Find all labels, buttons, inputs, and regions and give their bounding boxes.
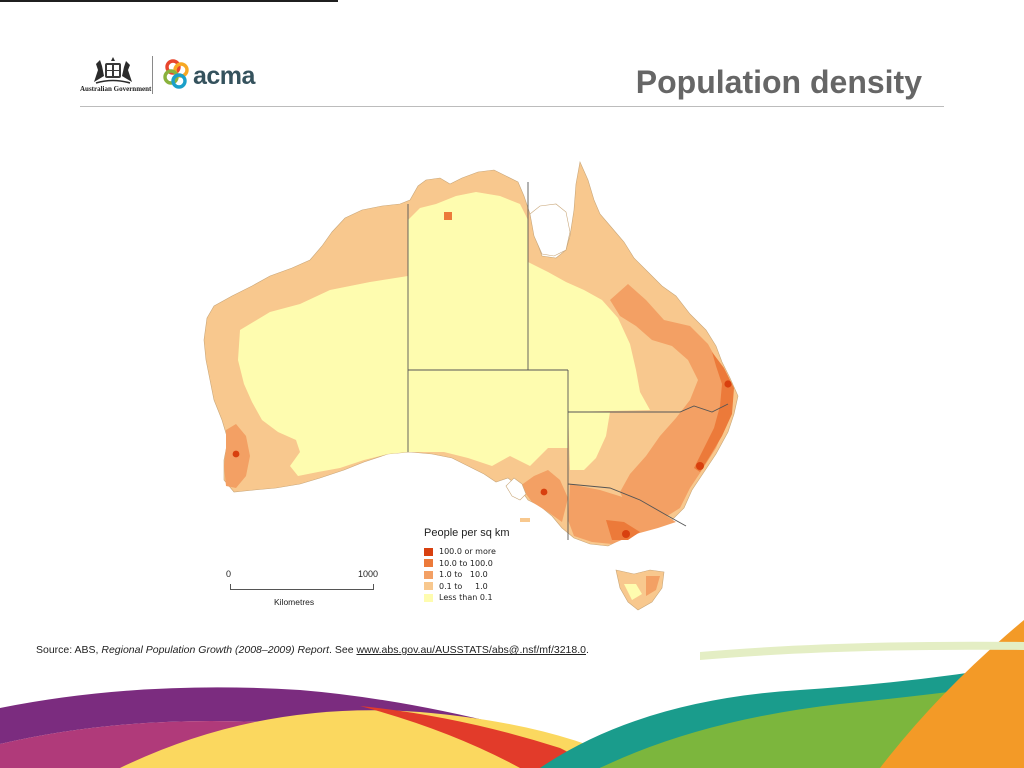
sparse-region-southeast	[568, 412, 610, 470]
city-melbourne	[622, 530, 630, 538]
scale-end-label: 1000	[357, 569, 378, 579]
top-border-line	[0, 0, 338, 2]
source-see: . See	[329, 644, 357, 656]
scale-start-label: 0	[226, 569, 232, 579]
sparse-region-west	[238, 276, 408, 476]
sparse-region-centre	[408, 370, 568, 466]
city-adelaide	[540, 488, 548, 496]
legend-label: 100.0 or more	[439, 547, 496, 557]
city-perth	[232, 450, 240, 458]
legend-swatch	[424, 547, 433, 556]
legend-swatch	[424, 582, 433, 591]
acma-rings-icon	[163, 59, 189, 89]
coat-of-arms-icon	[94, 57, 132, 84]
moderate-density-south-australia	[520, 470, 568, 522]
city-brisbane	[724, 380, 732, 388]
spencer-gulf	[505, 477, 527, 501]
source-suffix: .	[585, 644, 589, 656]
city-darwin	[444, 212, 452, 220]
sparse-region-north	[408, 192, 528, 370]
legend-item: 1.0 to 10.0	[424, 569, 554, 581]
australian-government-logo: Australian Government	[80, 56, 152, 96]
high-density-melbourne	[606, 520, 640, 540]
gulf-of-carpentaria	[529, 203, 571, 257]
ribbon-light-green	[700, 641, 1024, 660]
legend-swatch	[424, 593, 433, 602]
legend-item: 100.0 or more	[424, 546, 554, 558]
sparse-region-east	[528, 262, 650, 412]
legend-label: 10.0 to 100.0	[439, 558, 493, 568]
legend-item: Less than 0.1	[424, 592, 554, 604]
map-legend: People per sq km 100.0 or more 10.0 to 1…	[424, 527, 554, 604]
legend-label: 0.1 to 1.0	[439, 581, 488, 591]
australian-government-text: Australian Government	[80, 85, 152, 93]
source-report-title: Regional Population Growth (2008–2009) R…	[101, 644, 330, 656]
legend-label: Less than 0.1	[439, 593, 493, 603]
decorative-ribbons	[0, 620, 1024, 768]
city-sydney	[696, 462, 704, 470]
title-rule	[80, 106, 944, 107]
source-citation: Source: ABS, Regional Population Growth …	[36, 644, 589, 656]
state-borders	[407, 182, 729, 540]
legend-label: 1.0 to 10.0	[439, 570, 488, 580]
tasmania-moderate	[646, 576, 660, 596]
kangaroo-island	[520, 518, 530, 522]
map-scale-bar: 0 1000 Kilometres	[226, 569, 378, 613]
legend-swatch	[424, 559, 433, 568]
acma-logo: acma	[160, 58, 264, 94]
tasmania-sparse	[624, 584, 642, 600]
ribbon-purple	[0, 687, 560, 768]
acma-wordmark: acma	[193, 62, 255, 90]
high-density-east-coast	[694, 352, 734, 472]
scale-unit-label: Kilometres	[274, 597, 315, 607]
ribbon-orange	[880, 620, 1024, 768]
source-prefix: Source: ABS,	[36, 644, 102, 656]
legend-item: 10.0 to 100.0	[424, 558, 554, 570]
legend-item: 0.1 to 1.0	[424, 581, 554, 593]
legend-swatch	[424, 570, 433, 579]
source-link[interactable]: www.abs.gov.au/AUSSTATS/abs@.nsf/mf/3218…	[356, 644, 586, 656]
scale-bar-line	[230, 584, 374, 590]
legend-title: People per sq km	[424, 527, 510, 539]
australia-population-density-map	[203, 160, 739, 611]
ribbon-red	[360, 706, 600, 768]
slide-title: Population density	[635, 64, 922, 100]
moderate-density-victoria	[568, 484, 676, 544]
logo-divider	[152, 56, 153, 94]
